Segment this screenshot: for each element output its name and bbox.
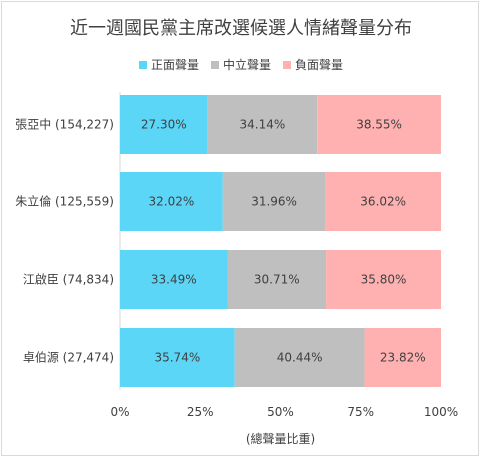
x-tick-label: 0% (110, 405, 129, 419)
data-label: 35.80% (361, 273, 407, 287)
bar-segment (326, 250, 441, 309)
data-label: 35.74% (154, 351, 200, 365)
legend-label-negative: 負面聲量 (295, 58, 344, 72)
legend-swatch-positive (138, 60, 147, 69)
legend-swatch-neutral (210, 60, 219, 69)
data-label: 34.14% (240, 118, 286, 132)
legend-label-positive: 正面聲量 (150, 58, 199, 72)
data-label: 30.71% (254, 273, 300, 287)
x-tick-label: 25% (187, 405, 214, 419)
bar-segment (234, 328, 365, 387)
bar-segment (227, 250, 327, 309)
legend-item-neutral: 中立聲量 (210, 56, 271, 73)
category-label: 江啟臣 (74,834) (23, 272, 114, 287)
category-label: 卓伯源 (27,474) (23, 350, 114, 365)
legend-item-negative: 負面聲量 (283, 56, 343, 73)
bar-segment (120, 328, 235, 387)
legend-swatch-negative (283, 60, 291, 69)
bar-segment (364, 328, 441, 387)
data-label: 36.02% (360, 195, 406, 209)
bar-segment (120, 172, 223, 231)
bar-segment (120, 250, 228, 309)
data-label: 40.44% (277, 351, 323, 365)
x-tick-label: 100% (424, 405, 458, 419)
category-label: 張亞中 (154,227) (15, 117, 114, 132)
legend-item-positive: 正面聲量 (138, 56, 199, 73)
data-label: 33.49% (151, 273, 197, 287)
x-tick-label: 50% (267, 405, 294, 419)
data-label: 38.55% (356, 118, 402, 132)
chart-title: 近一週國民黨主席改選候選人情緒聲量分布 (70, 18, 412, 39)
legend-label-neutral: 中立聲量 (222, 58, 271, 72)
data-label: 32.02% (149, 195, 195, 209)
x-axis-title: (總聲量比重) (245, 432, 316, 446)
legend: 正面聲量 中立聲量 負面聲量 (0, 56, 482, 73)
bar-segment (317, 95, 441, 154)
category-label: 朱立倫 (125,559) (15, 194, 114, 209)
bar-segment (325, 172, 441, 231)
bar-segment (207, 95, 318, 154)
bar-segment (120, 95, 208, 154)
data-label: 23.82% (380, 351, 426, 365)
x-tick-label: 75% (347, 405, 374, 419)
data-label: 31.96% (251, 195, 297, 209)
data-label: 27.30% (141, 118, 187, 132)
bar-segment (222, 172, 326, 231)
